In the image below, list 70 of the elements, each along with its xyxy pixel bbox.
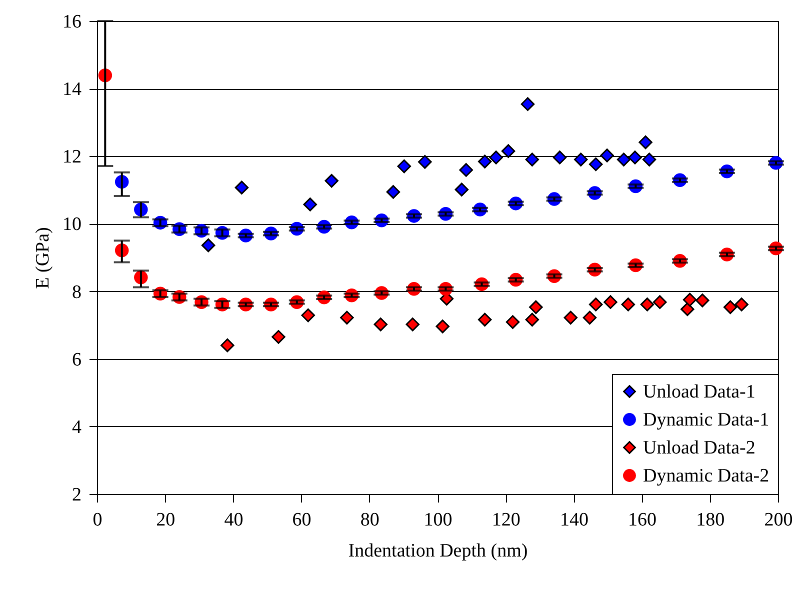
point: [436, 320, 450, 334]
point: [616, 152, 631, 166]
point: [604, 295, 618, 309]
legend-label: Dynamic Data-2: [643, 466, 770, 486]
point: [489, 150, 503, 164]
point: [234, 180, 249, 194]
legend-label: Dynamic Data-1: [643, 410, 770, 430]
x-tick-label: 180: [696, 510, 725, 530]
point: [406, 318, 420, 332]
y-tick-label: 10: [62, 214, 82, 236]
point: [397, 159, 412, 174]
point: [220, 338, 234, 352]
point: [628, 150, 642, 164]
x-tick-label: 200: [764, 510, 793, 530]
x-tick-label: 20: [156, 510, 176, 530]
x-tick-label: 140: [560, 510, 588, 530]
point: [501, 144, 516, 158]
point: [525, 312, 540, 327]
point: [386, 185, 400, 199]
point: [638, 135, 652, 150]
y-tick-label: 4: [72, 416, 82, 438]
point: [478, 312, 492, 327]
y-tick-label: 2: [72, 484, 82, 506]
point: [525, 152, 540, 166]
x-tick-label: 80: [360, 510, 380, 530]
point: [640, 298, 654, 312]
point: [600, 148, 614, 162]
y-tick-label: 6: [72, 349, 82, 370]
x-tick-label: 100: [424, 510, 452, 530]
point: [564, 310, 578, 325]
point: [642, 152, 656, 166]
point: [374, 318, 388, 332]
point: [723, 300, 738, 314]
point: [552, 150, 567, 164]
x-axis-title: Indentation Depth (nm): [348, 540, 528, 562]
x-tick-label: 0: [92, 510, 102, 530]
point: [454, 182, 469, 196]
point: [459, 163, 473, 177]
legend-label: Unload Data-1: [643, 382, 756, 402]
point: [418, 155, 432, 169]
y-tick-label: 16: [62, 12, 82, 32]
point: [621, 298, 636, 312]
point: [201, 238, 216, 252]
point: [652, 295, 667, 309]
x-tick-label: 160: [628, 510, 657, 530]
point: [680, 302, 694, 316]
x-tick-label: 120: [492, 510, 520, 530]
point: [588, 298, 603, 312]
point: [520, 97, 535, 111]
point: [682, 292, 697, 307]
x-tick-label: 60: [292, 510, 312, 530]
point: [478, 154, 492, 168]
point: [734, 298, 748, 312]
point: [303, 198, 318, 212]
point: [340, 310, 354, 325]
point: [582, 310, 597, 325]
y-tick-label: 12: [62, 146, 82, 168]
point: [301, 308, 315, 322]
point: [529, 300, 543, 314]
legend-label: Unload Data-2: [643, 438, 756, 458]
x-tick-label: 40: [224, 510, 244, 530]
point: [696, 294, 710, 308]
point: [324, 174, 338, 188]
y-tick-label: 8: [72, 282, 82, 303]
y-tick-label: 14: [62, 79, 82, 100]
point: [506, 315, 520, 329]
y-axis-title: E (GPa): [32, 227, 54, 289]
point: [574, 152, 588, 166]
point: [588, 157, 603, 172]
point: [272, 330, 286, 344]
